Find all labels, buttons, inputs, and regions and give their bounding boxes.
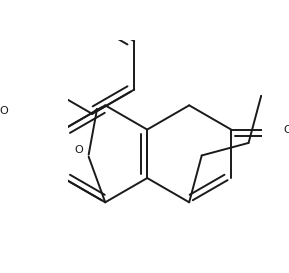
Text: O: O [0,106,8,116]
Text: O: O [74,145,83,155]
Text: O: O [284,124,289,135]
